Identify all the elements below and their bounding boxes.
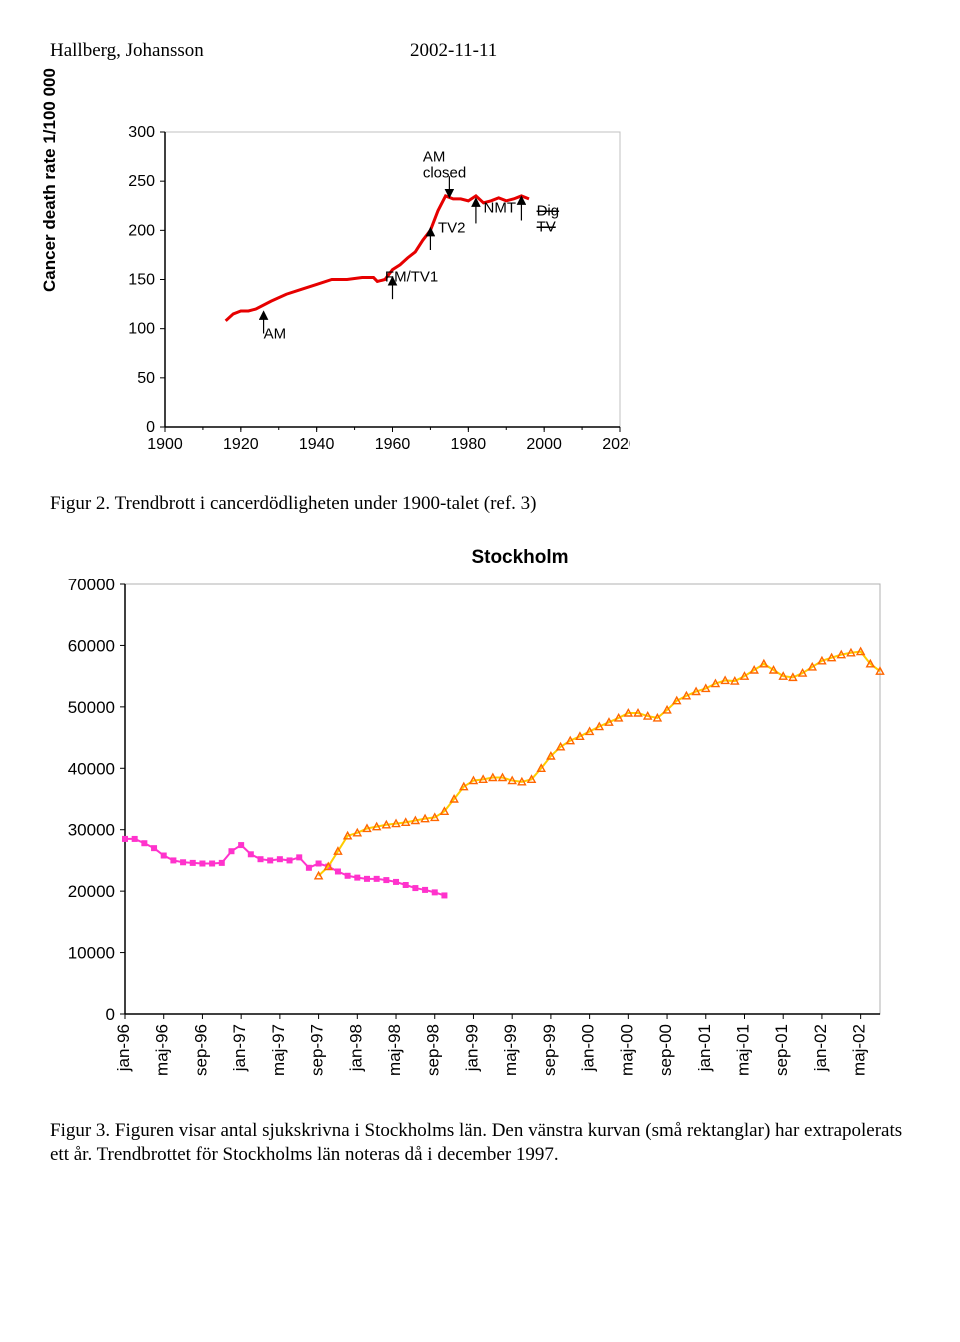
svg-text:1960: 1960: [375, 436, 411, 453]
svg-text:100: 100: [128, 321, 155, 338]
svg-text:maj-98: maj-98: [385, 1024, 404, 1076]
svg-text:200: 200: [128, 222, 155, 239]
page-header: Hallberg, Johansson 2002-11-11: [50, 40, 910, 62]
svg-text:sep-00: sep-00: [656, 1024, 675, 1076]
svg-text:60000: 60000: [68, 636, 115, 655]
svg-text:NMT: NMT: [484, 200, 517, 217]
svg-text:2000: 2000: [526, 436, 562, 453]
svg-text:50: 50: [137, 370, 155, 387]
svg-text:TV: TV: [537, 219, 556, 236]
svg-text:0: 0: [106, 1005, 115, 1024]
svg-text:maj-96: maj-96: [153, 1024, 172, 1076]
svg-text:40000: 40000: [68, 759, 115, 778]
svg-text:sep-01: sep-01: [772, 1024, 791, 1076]
svg-text:300: 300: [128, 124, 155, 141]
chart1-svg: 0 50 100 150 200 250 300 1900 1920 1940 1960 1980 20…: [110, 122, 630, 462]
header-date: 2002-11-11: [410, 40, 497, 62]
chart1: Cancer death rate 1/100 000 050100150200…: [70, 122, 630, 462]
svg-text:sep-96: sep-96: [191, 1024, 210, 1076]
svg-text:1940: 1940: [299, 436, 335, 453]
svg-text:250: 250: [128, 173, 155, 190]
svg-text:0: 0: [146, 419, 155, 436]
svg-text:jan-00: jan-00: [579, 1024, 598, 1072]
svg-text:maj-01: maj-01: [733, 1024, 752, 1076]
header-authors: Hallberg, Johansson: [50, 40, 410, 62]
chart1-ylabel: Cancer death rate 1/100 000: [40, 68, 60, 292]
svg-text:150: 150: [128, 272, 155, 289]
svg-text:2020: 2020: [602, 436, 630, 453]
svg-text:Dig: Dig: [537, 203, 560, 220]
svg-text:AM: AM: [264, 326, 287, 343]
svg-text:sep-97: sep-97: [308, 1024, 327, 1076]
figure3-caption: Figur 3. Figuren visar antal sjukskrivna…: [50, 1119, 910, 1168]
svg-text:maj-02: maj-02: [850, 1024, 869, 1076]
chart2-title: Stockholm: [50, 547, 910, 569]
svg-text:maj-97: maj-97: [269, 1024, 288, 1076]
svg-text:jan-02: jan-02: [811, 1024, 830, 1072]
svg-text:10000: 10000: [68, 943, 115, 962]
svg-text:30000: 30000: [68, 820, 115, 839]
svg-text:jan-97: jan-97: [230, 1024, 249, 1072]
chart2: 0 10000 20000 30000 40000 50000 60000 70000 jan-…: [50, 579, 890, 1099]
svg-text:50000: 50000: [68, 698, 115, 717]
svg-text:sep-98: sep-98: [424, 1024, 443, 1076]
svg-text:jan-98: jan-98: [346, 1024, 365, 1072]
svg-text:FM/TV1: FM/TV1: [385, 268, 438, 285]
svg-text:20000: 20000: [68, 882, 115, 901]
svg-text:maj-99: maj-99: [501, 1024, 520, 1076]
svg-text:TV2: TV2: [438, 219, 466, 236]
svg-text:1980: 1980: [451, 436, 487, 453]
figure2-caption: Figur 2. Trendbrott i cancerdödligheten …: [50, 492, 910, 517]
svg-text:jan-99: jan-99: [462, 1024, 481, 1072]
svg-text:jan-96: jan-96: [114, 1024, 133, 1072]
svg-text:1920: 1920: [223, 436, 259, 453]
svg-text:1900: 1900: [147, 436, 183, 453]
svg-text:AM: AM: [423, 149, 446, 166]
svg-text:maj-00: maj-00: [617, 1024, 636, 1076]
svg-text:70000: 70000: [68, 579, 115, 594]
svg-text:sep-99: sep-99: [540, 1024, 559, 1076]
chart2-svg: 0 10000 20000 30000 40000 50000 60000 70000 jan-…: [50, 579, 890, 1099]
svg-text:closed: closed: [423, 165, 466, 182]
svg-text:jan-01: jan-01: [695, 1024, 714, 1072]
